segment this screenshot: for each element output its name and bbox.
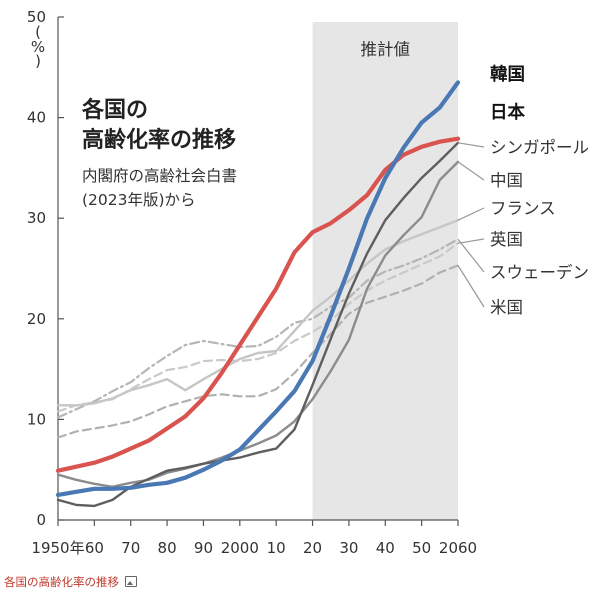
chart-subtitle-line-1: 内閣府の高齢社会白書 [82,167,238,185]
caption-text[interactable]: 各国の高齢化率の推移 [4,575,119,589]
legend-label-china: 中国 [490,171,523,190]
x-tick-label: 20 [303,539,322,557]
x-ticks: 1950年 60 70 80 90 2000 10 20 30 40 50 2060 [31,520,477,557]
image-icon[interactable] [125,576,137,587]
legend-label-singapore: シンガポール [490,138,589,157]
series-line-korea [55,80,461,497]
x-tick-label: 1950年 [31,539,84,557]
caption-link[interactable]: 各国の高齢化率の推移 [4,574,137,590]
x-tick-label: 70 [121,539,140,557]
chart-subtitle-line-2: (2023年版)から [82,191,196,209]
x-tick-label: 80 [158,539,177,557]
legend-leader-usa [457,265,485,308]
series-line-usa [56,264,460,439]
legend-label-korea: 韓国 [490,64,525,85]
y-ticks: 0 10 20 30 40 50 [27,8,64,529]
series-line-france [56,218,460,407]
y-tick-label: 10 [27,410,46,428]
legend-label-japan: 日本 [490,102,525,123]
x-tick-label: 10 [267,539,286,557]
projection-label: 推計値 [361,40,411,59]
y-tick-label: 30 [27,209,46,227]
legend-label-sweden: スウェーデン [490,262,589,282]
x-tick-label: 60 [85,539,104,557]
legend-leader-singapore [457,142,485,148]
x-tick-label: 2060 [439,539,477,557]
series-line-sweden [56,238,460,419]
legend-label-uk: 英国 [490,230,523,249]
series-line-singapore [56,141,460,508]
y-unit-part: ) [35,52,41,70]
x-tick-label: 40 [376,539,395,557]
legend-leader-china [457,161,485,181]
y-tick-label: 50 [27,8,46,26]
series-line-china [56,160,460,488]
y-unit-part: % [31,38,45,56]
chart-title-line-2: 高齢化率の推移 [82,128,237,153]
chart-title-line-1: 各国の [82,98,149,123]
legend-leader-uk [457,238,485,244]
legend-label-usa: 米国 [490,298,523,317]
x-tick-label: 50 [412,539,431,557]
legend-label-france: フランス [490,199,556,218]
y-tick-label: 0 [36,511,46,529]
legend-leader-sweden [457,238,485,273]
x-tick-label: 2000 [221,539,259,557]
x-tick-label: 30 [339,539,358,557]
y-unit-part: ( [35,23,41,41]
y-unit-label: (%) [31,23,45,70]
x-tick-label: 90 [194,539,213,557]
legend-leader-france [457,207,485,221]
series-lines [55,80,461,508]
y-tick-label: 20 [27,310,46,328]
y-tick-label: 40 [27,109,46,127]
